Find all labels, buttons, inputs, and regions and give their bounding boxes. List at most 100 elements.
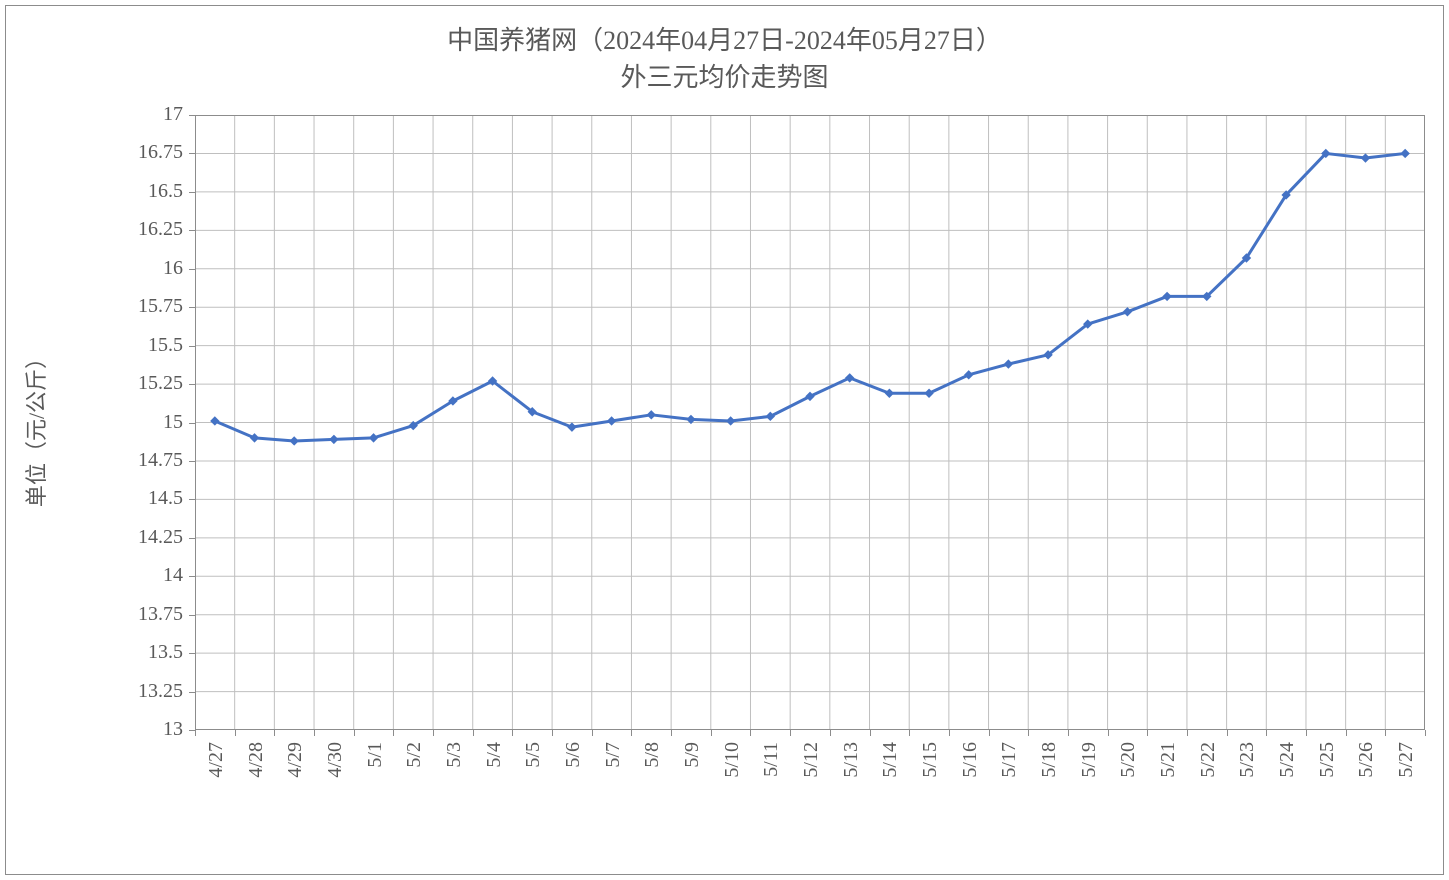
y-tick-label: 15.75 (138, 295, 183, 318)
x-tick (473, 730, 474, 736)
x-tick (830, 730, 831, 736)
x-tick (354, 730, 355, 736)
y-tick (189, 192, 195, 193)
x-tick-label: 5/12 (800, 742, 823, 778)
series-marker (885, 389, 893, 397)
x-tick (1187, 730, 1188, 736)
series-marker (370, 434, 378, 442)
y-tick-label: 15.25 (138, 372, 183, 395)
y-tick-label: 13.25 (138, 680, 183, 703)
x-tick-label: 5/2 (403, 742, 426, 768)
series-marker (608, 417, 616, 425)
series-marker (727, 417, 735, 425)
y-tick-label: 16.5 (148, 180, 183, 203)
x-tick-label: 4/28 (245, 742, 268, 778)
x-tick-label: 5/9 (681, 742, 704, 768)
x-tick (1227, 730, 1228, 736)
x-tick-label: 5/24 (1276, 742, 1299, 778)
series-marker (1004, 360, 1012, 368)
x-tick (870, 730, 871, 736)
x-tick (274, 730, 275, 736)
x-tick-label: 4/27 (205, 742, 228, 778)
x-tick (949, 730, 950, 736)
series-marker (1361, 154, 1369, 162)
y-axis-label: 单位（元/公斤） (19, 277, 51, 577)
x-tick (750, 730, 751, 736)
y-tick (189, 230, 195, 231)
x-tick (1306, 730, 1307, 736)
y-tick-label: 15 (163, 411, 183, 434)
y-tick-label: 14.75 (138, 449, 183, 472)
x-tick (631, 730, 632, 736)
x-tick-label: 5/18 (1038, 742, 1061, 778)
y-tick-label: 16.75 (138, 141, 183, 164)
x-tick-label: 5/11 (760, 742, 783, 777)
x-tick (790, 730, 791, 736)
x-tick-label: 5/14 (879, 742, 902, 778)
chart-title-line1: 中国养猪网（2024年04月27日-2024年05月27日） (0, 20, 1449, 57)
y-tick (189, 346, 195, 347)
x-tick-label: 5/15 (919, 742, 942, 778)
y-tick (189, 461, 195, 462)
y-tick (189, 653, 195, 654)
x-tick (1266, 730, 1267, 736)
y-tick (189, 615, 195, 616)
x-tick (1068, 730, 1069, 736)
series-marker (1401, 149, 1409, 157)
y-tick-label: 16 (163, 257, 183, 280)
x-tick (1147, 730, 1148, 736)
x-tick-label: 5/21 (1157, 742, 1180, 778)
y-tick (189, 576, 195, 577)
x-tick-label: 5/26 (1355, 742, 1378, 778)
x-tick (393, 730, 394, 736)
x-tick-label: 4/30 (324, 742, 347, 778)
y-tick (189, 538, 195, 539)
x-tick-label: 5/7 (602, 742, 625, 768)
x-tick (909, 730, 910, 736)
x-tick (552, 730, 553, 736)
x-tick (235, 730, 236, 736)
x-tick-label: 5/8 (641, 742, 664, 768)
series-marker (1123, 308, 1131, 316)
x-tick-label: 5/13 (840, 742, 863, 778)
series-marker (1163, 292, 1171, 300)
x-tick-label: 5/16 (959, 742, 982, 778)
x-tick (989, 730, 990, 736)
x-tick-label: 5/22 (1197, 742, 1220, 778)
y-tick (189, 153, 195, 154)
x-tick-label: 5/1 (364, 742, 387, 768)
x-tick (512, 730, 513, 736)
chart-title: 中国养猪网（2024年04月27日-2024年05月27日）外三元均价走势图 (0, 20, 1449, 94)
y-tick (189, 423, 195, 424)
x-tick (1346, 730, 1347, 736)
x-tick-label: 5/25 (1316, 742, 1339, 778)
x-tick-label: 5/23 (1236, 742, 1259, 778)
x-tick (195, 730, 196, 736)
x-tick (314, 730, 315, 736)
y-tick-label: 14.5 (148, 487, 183, 510)
x-tick (592, 730, 593, 736)
x-tick-label: 5/27 (1395, 742, 1418, 778)
y-tick (189, 307, 195, 308)
series-marker (290, 437, 298, 445)
chart-title-line2: 外三元均价走势图 (0, 57, 1449, 94)
x-tick (1028, 730, 1029, 736)
y-tick (189, 115, 195, 116)
series-marker (568, 423, 576, 431)
y-tick-label: 16.25 (138, 218, 183, 241)
y-tick (189, 269, 195, 270)
y-tick-label: 13 (163, 718, 183, 741)
x-tick (1385, 730, 1386, 736)
series-marker (330, 435, 338, 443)
x-tick-label: 5/6 (562, 742, 585, 768)
x-tick (671, 730, 672, 736)
chart-frame: 中国养猪网（2024年04月27日-2024年05月27日）外三元均价走势图单位… (0, 0, 1449, 880)
y-tick-label: 14 (163, 564, 183, 587)
y-tick (189, 499, 195, 500)
series-marker (647, 411, 655, 419)
y-tick-label: 14.25 (138, 526, 183, 549)
x-tick-label: 5/20 (1117, 742, 1140, 778)
x-tick-label: 4/29 (284, 742, 307, 778)
x-tick-label: 5/10 (721, 742, 744, 778)
y-tick (189, 384, 195, 385)
